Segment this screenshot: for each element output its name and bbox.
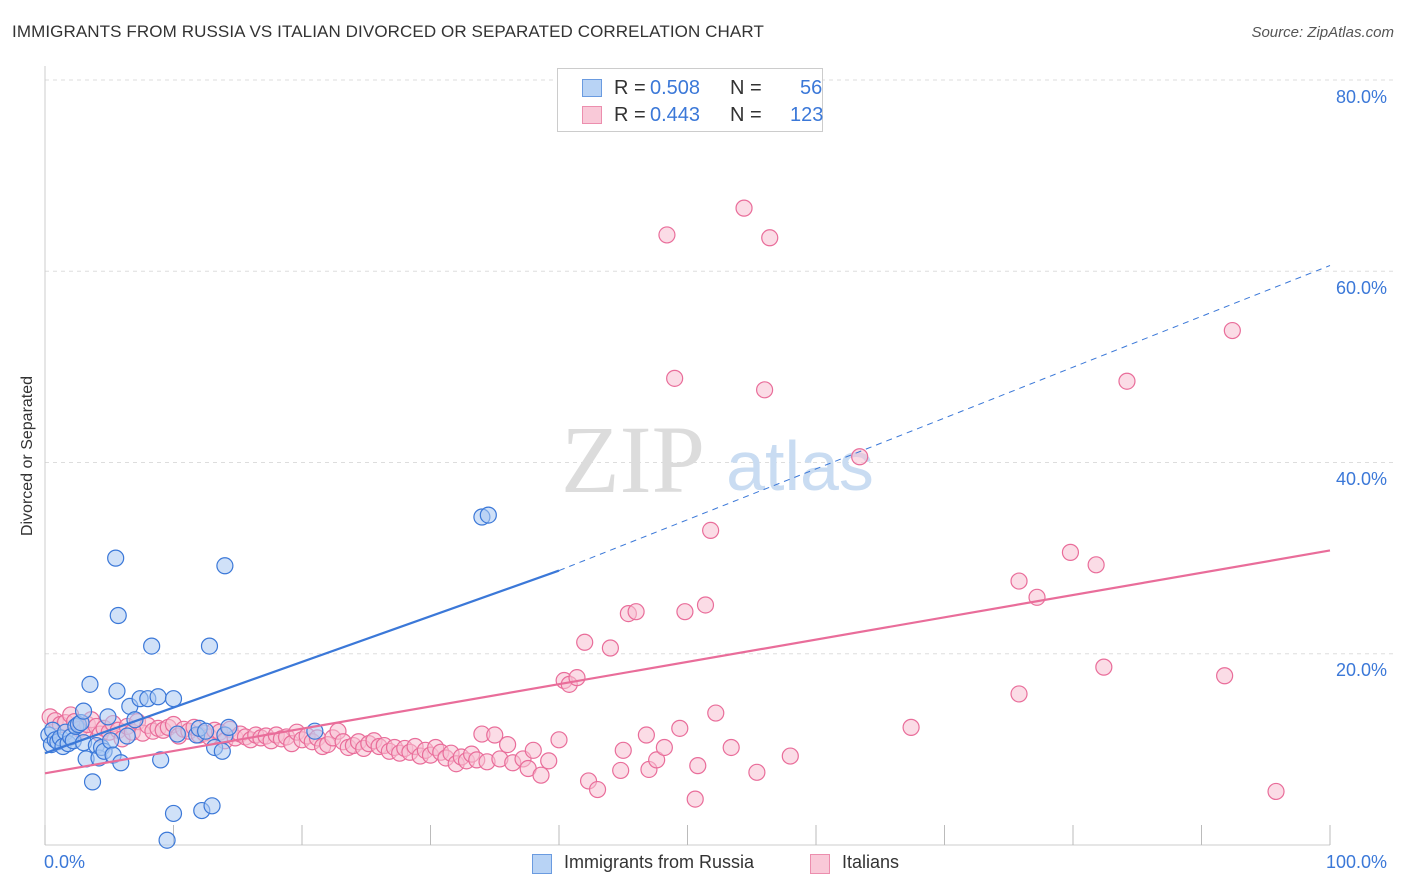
- italians-point: [735, 199, 753, 217]
- italians-point: [524, 741, 542, 759]
- r-label: R =: [614, 77, 646, 99]
- r-label: R =: [614, 104, 646, 126]
- italians-point: [601, 639, 620, 657]
- n-value: 56: [800, 77, 823, 99]
- russia-trend-line: [44, 569, 560, 755]
- italians-point: [902, 718, 920, 736]
- russia-point: [149, 688, 167, 706]
- russia-point: [164, 690, 183, 708]
- russia-point: [168, 725, 186, 743]
- italians-point: [1095, 658, 1113, 676]
- chart-title: IMMIGRANTS FROM RUSSIA VS ITALIAN DIVORC…: [12, 22, 764, 41]
- italians-trend-line: [44, 549, 1331, 775]
- italians-point: [707, 704, 725, 722]
- italians-point: [499, 735, 517, 754]
- russia-points: [40, 506, 497, 849]
- y-tick-60: 60.0%: [1336, 278, 1388, 298]
- italians-point: [702, 521, 720, 539]
- russia-point: [213, 742, 231, 760]
- n-label: N =: [730, 77, 762, 99]
- russia-point: [158, 831, 176, 849]
- italians-point: [671, 719, 689, 737]
- x-tick-max: 100.0%: [1326, 852, 1388, 872]
- watermark-atlas: atlas: [726, 427, 874, 505]
- italians-point: [722, 738, 740, 757]
- russia-legend-swatch: [532, 854, 552, 874]
- italians-point: [648, 751, 666, 769]
- italians-point: [540, 752, 558, 770]
- russia-point: [152, 751, 170, 769]
- italians-point: [1216, 667, 1234, 685]
- russia-point: [164, 804, 183, 823]
- russia-point: [118, 727, 136, 745]
- r-value: 0.443: [650, 104, 701, 126]
- italians-point: [1267, 782, 1285, 801]
- russia-point: [108, 682, 126, 700]
- italians-legend-swatch: [810, 854, 830, 874]
- stats-legend: R = 0.508 N = 56 R = 0.443 N = 123: [557, 68, 823, 132]
- russia-point: [101, 732, 120, 750]
- russia-point: [143, 637, 161, 655]
- legend-label-russia: Immigrants from Russia: [564, 852, 755, 872]
- italians-point: [658, 226, 676, 244]
- italians-point: [637, 726, 655, 744]
- legend-label-italians: Italians: [842, 852, 900, 872]
- italians-point: [689, 757, 707, 775]
- russia-point: [197, 722, 215, 740]
- italians-point: [755, 381, 774, 399]
- italians-point: [1061, 543, 1080, 561]
- italians-point: [748, 763, 766, 781]
- russia-point: [203, 797, 221, 815]
- italians-point: [696, 596, 715, 614]
- russia-point: [200, 637, 219, 655]
- russia-point: [99, 708, 117, 726]
- italians-point: [781, 747, 799, 765]
- n-label: N =: [730, 104, 762, 126]
- source-credit: Source: ZipAtlas.com: [1251, 24, 1394, 41]
- italians-point: [614, 741, 632, 759]
- italians-point: [612, 761, 630, 780]
- italians-point: [1010, 572, 1028, 590]
- italians-swatch: [582, 106, 602, 124]
- watermark-zip: ZIP: [561, 406, 705, 513]
- italians-point: [532, 766, 550, 784]
- trend-lines: [44, 265, 1331, 775]
- italians-point: [588, 780, 607, 799]
- italians-point: [1087, 556, 1105, 574]
- russia-point: [81, 675, 99, 693]
- y-tick-20: 20.0%: [1336, 660, 1388, 680]
- russia-point: [112, 754, 130, 772]
- y-tick-80: 80.0%: [1336, 87, 1388, 107]
- russia-point: [220, 718, 238, 736]
- x-tick-min: 0.0%: [44, 852, 86, 872]
- russia-point: [216, 557, 234, 575]
- n-value: 123: [790, 104, 824, 126]
- italians-point: [576, 633, 594, 651]
- russia-point: [479, 506, 497, 524]
- italians-point: [627, 603, 645, 621]
- italians-point: [676, 603, 694, 621]
- italians-point: [1010, 685, 1028, 703]
- russia-point: [83, 773, 102, 791]
- italians-point: [568, 669, 586, 687]
- russia-point: [74, 702, 93, 720]
- watermark: ZIP atlas: [561, 406, 874, 513]
- russia-point: [109, 606, 127, 625]
- italians-point: [686, 790, 704, 808]
- russia-point: [107, 549, 125, 567]
- italians-point: [655, 738, 673, 757]
- y-tick-40: 40.0%: [1336, 469, 1388, 489]
- russia-swatch: [582, 79, 602, 97]
- italians-point: [1223, 321, 1241, 340]
- italians-point: [761, 229, 779, 247]
- italians-point: [550, 731, 568, 749]
- gridlines: [45, 79, 1393, 655]
- series-legend: Immigrants from Russia Italians: [532, 852, 932, 876]
- italians-point: [486, 726, 504, 744]
- r-value: 0.508: [650, 77, 701, 99]
- italians-point: [1118, 372, 1136, 390]
- italians-point: [666, 369, 684, 387]
